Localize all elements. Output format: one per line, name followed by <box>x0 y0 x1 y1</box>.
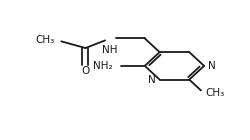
Text: N: N <box>148 75 156 85</box>
Text: NH: NH <box>102 45 118 55</box>
Text: O: O <box>81 66 90 76</box>
Text: N: N <box>208 61 216 71</box>
Text: CH₃: CH₃ <box>35 35 54 45</box>
Text: NH₂: NH₂ <box>93 61 113 71</box>
Text: CH₃: CH₃ <box>205 88 225 98</box>
